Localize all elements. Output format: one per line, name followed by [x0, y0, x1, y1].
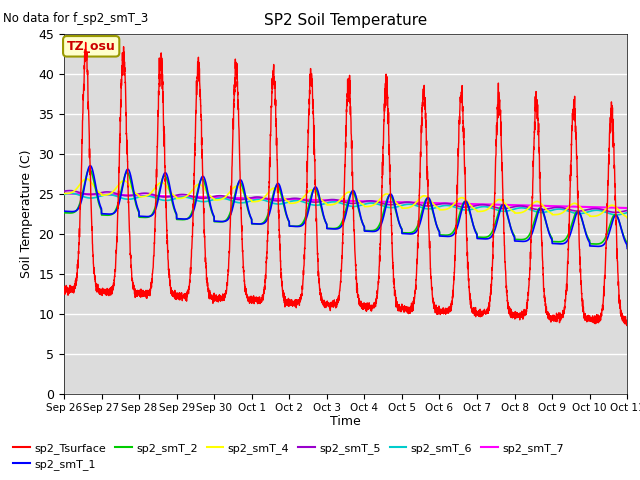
Title: SP2 Soil Temperature: SP2 Soil Temperature — [264, 13, 428, 28]
X-axis label: Time: Time — [330, 415, 361, 428]
Y-axis label: Soil Temperature (C): Soil Temperature (C) — [20, 149, 33, 278]
Legend: sp2_Tsurface, sp2_smT_1, sp2_smT_2, sp2_smT_4, sp2_smT_5, sp2_smT_6, sp2_smT_7: sp2_Tsurface, sp2_smT_1, sp2_smT_2, sp2_… — [9, 438, 568, 474]
Text: No data for f_sp2_smT_3: No data for f_sp2_smT_3 — [3, 12, 148, 25]
Text: TZ_osu: TZ_osu — [67, 40, 116, 53]
